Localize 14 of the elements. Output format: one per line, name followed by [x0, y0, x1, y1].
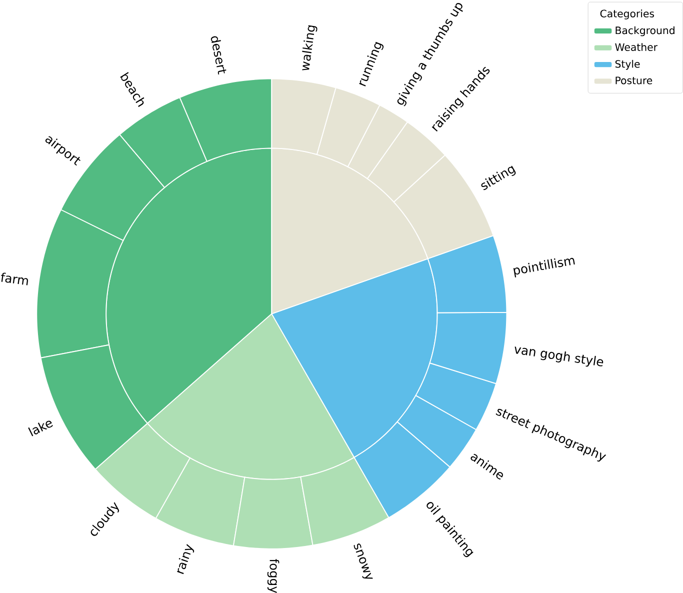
legend-label: Weather [615, 42, 658, 51]
legend-title: Categories [600, 9, 654, 20]
slice-label: desert [210, 36, 226, 74]
slice-label: foggy [267, 558, 280, 593]
slice-label: lake [28, 420, 53, 436]
slice-label: snowy [354, 543, 373, 579]
legend-label: Background [616, 26, 674, 36]
legend-label: Style [615, 60, 640, 70]
legend-label: Posture [616, 76, 652, 84]
slice-label: walking [302, 25, 318, 70]
slice-label: rainy [177, 544, 194, 574]
slice-label: van gogh style [514, 346, 604, 366]
slice-label: farm [1, 272, 28, 286]
slice-label: pointillism [513, 258, 575, 278]
